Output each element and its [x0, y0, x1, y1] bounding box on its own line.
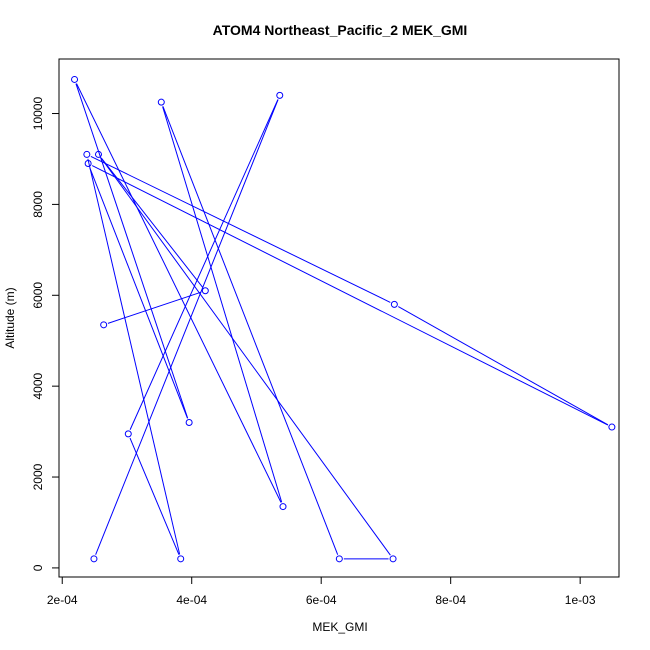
- y-tick-label: 4000: [31, 372, 45, 399]
- y-tick-label: 6000: [31, 282, 45, 309]
- series-line-segment: [87, 158, 181, 555]
- x-tick-label: 2e-04: [47, 593, 78, 607]
- data-point: [201, 287, 209, 295]
- series-line-segment: [162, 106, 283, 503]
- data-point: [389, 555, 397, 563]
- chart-title: ATOM4 Northeast_Pacific_2 MEK_GMI: [213, 22, 468, 38]
- series-line-segment: [129, 437, 180, 555]
- series-line-segment: [89, 167, 188, 419]
- y-axis: 0 2000 4000 6000 8000 10000: [31, 97, 60, 571]
- data-point: [335, 555, 343, 563]
- x-axis: 2e-04 4e-04 6e-04 8e-04 1e-03: [47, 576, 596, 607]
- series-line-segment: [91, 165, 609, 426]
- x-tick-label: 4e-04: [176, 593, 207, 607]
- y-tick-label: 0: [31, 564, 45, 571]
- data-point: [276, 91, 284, 99]
- series-line-segment: [129, 99, 279, 430]
- y-tick-label: 8000: [31, 191, 45, 218]
- series-layer: [71, 75, 616, 563]
- x-tick-label: 8e-04: [435, 593, 466, 607]
- data-point: [608, 423, 616, 431]
- series-line-segment: [90, 155, 391, 303]
- series-line-segment: [95, 99, 279, 555]
- series-line-segment: [162, 106, 339, 555]
- series-line-segment: [100, 157, 203, 288]
- series-line-segment: [75, 83, 189, 419]
- y-tick-label: 10000: [31, 97, 45, 131]
- data-point: [100, 321, 108, 329]
- x-axis-label: MEK_GMI: [312, 620, 367, 634]
- data-point: [157, 98, 165, 106]
- x-tick-label: 1e-03: [565, 593, 596, 607]
- y-axis-label: Altitude (m): [3, 287, 17, 348]
- data-point: [177, 555, 185, 563]
- data-point: [90, 555, 98, 563]
- data-point: [124, 430, 132, 438]
- data-point: [185, 419, 193, 427]
- y-tick-label: 2000: [31, 463, 45, 490]
- x-tick-label: 6e-04: [306, 593, 337, 607]
- series-line-segment: [76, 83, 282, 503]
- data-point: [390, 300, 398, 308]
- data-point: [279, 503, 287, 511]
- series-line-segment: [398, 306, 609, 426]
- series-line-segment: [107, 291, 202, 324]
- series-line-segment: [100, 157, 391, 556]
- plot-area-frame: [58, 58, 620, 578]
- data-point: [94, 150, 102, 158]
- data-point: [84, 160, 92, 168]
- data-point: [83, 150, 91, 158]
- data-point: [71, 75, 79, 83]
